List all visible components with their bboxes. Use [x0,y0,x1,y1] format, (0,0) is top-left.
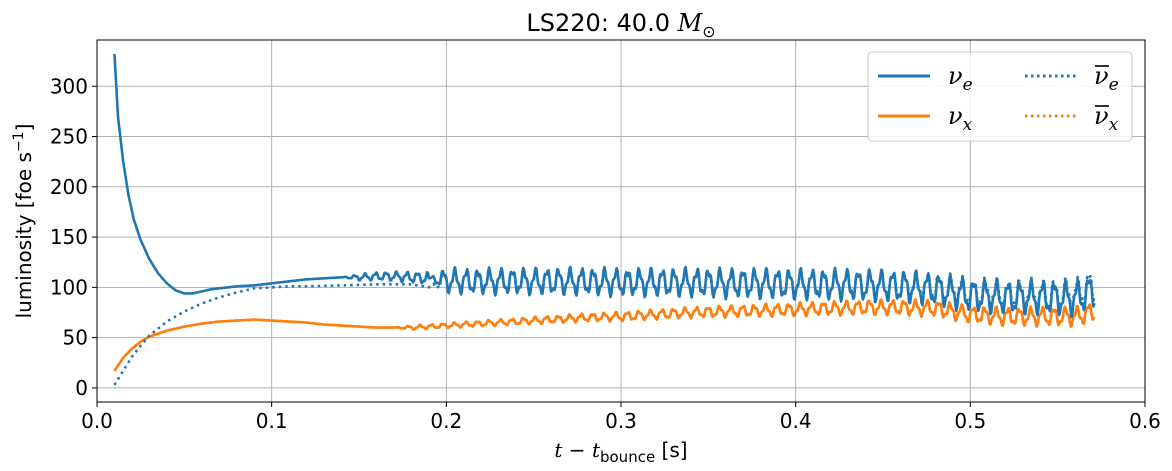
y-tick-label: 150 [50,225,88,249]
y-axis: 0 50 100 150 200 250 300 [50,74,97,400]
x-axis: 0.0 0.1 0.2 0.3 0.4 0.5 0.6 [81,402,1161,433]
series-line-0 [113,54,1096,319]
y-tick-label: 100 [50,275,88,299]
legend-entry-nubar-x: νx [1025,102,1119,135]
y-tick-label: 50 [63,326,88,350]
series-line-3 [113,298,1096,372]
x-axis-title: t − tbounce [s] [554,438,687,466]
x-tick-label: 0.6 [1129,409,1161,433]
y-tick-label: 0 [75,376,88,400]
series-line-2 [113,267,1096,386]
x-tick-label: 0.3 [605,409,637,433]
series-layer [113,54,1096,386]
x-tick-label: 0.5 [954,409,986,433]
legend-frame [867,51,1133,142]
series-line-1 [113,298,1096,372]
legend-entry-nu-e: νe [878,62,973,95]
y-tick-label: 250 [50,125,88,149]
x-tick-label: 0.2 [430,409,462,433]
x-tick-label: 0.4 [780,409,812,433]
y-tick-label: 200 [50,175,88,199]
x-tick-label: 0.0 [81,409,113,433]
y-tick-label: 300 [50,74,88,98]
chart-title: LS220: 40.0 M⊙ [526,9,715,41]
x-tick-label: 0.1 [256,409,288,433]
y-axis-title: luminosity [foe s−1] [11,124,36,319]
legend: νe νx νe νx [867,51,1133,142]
